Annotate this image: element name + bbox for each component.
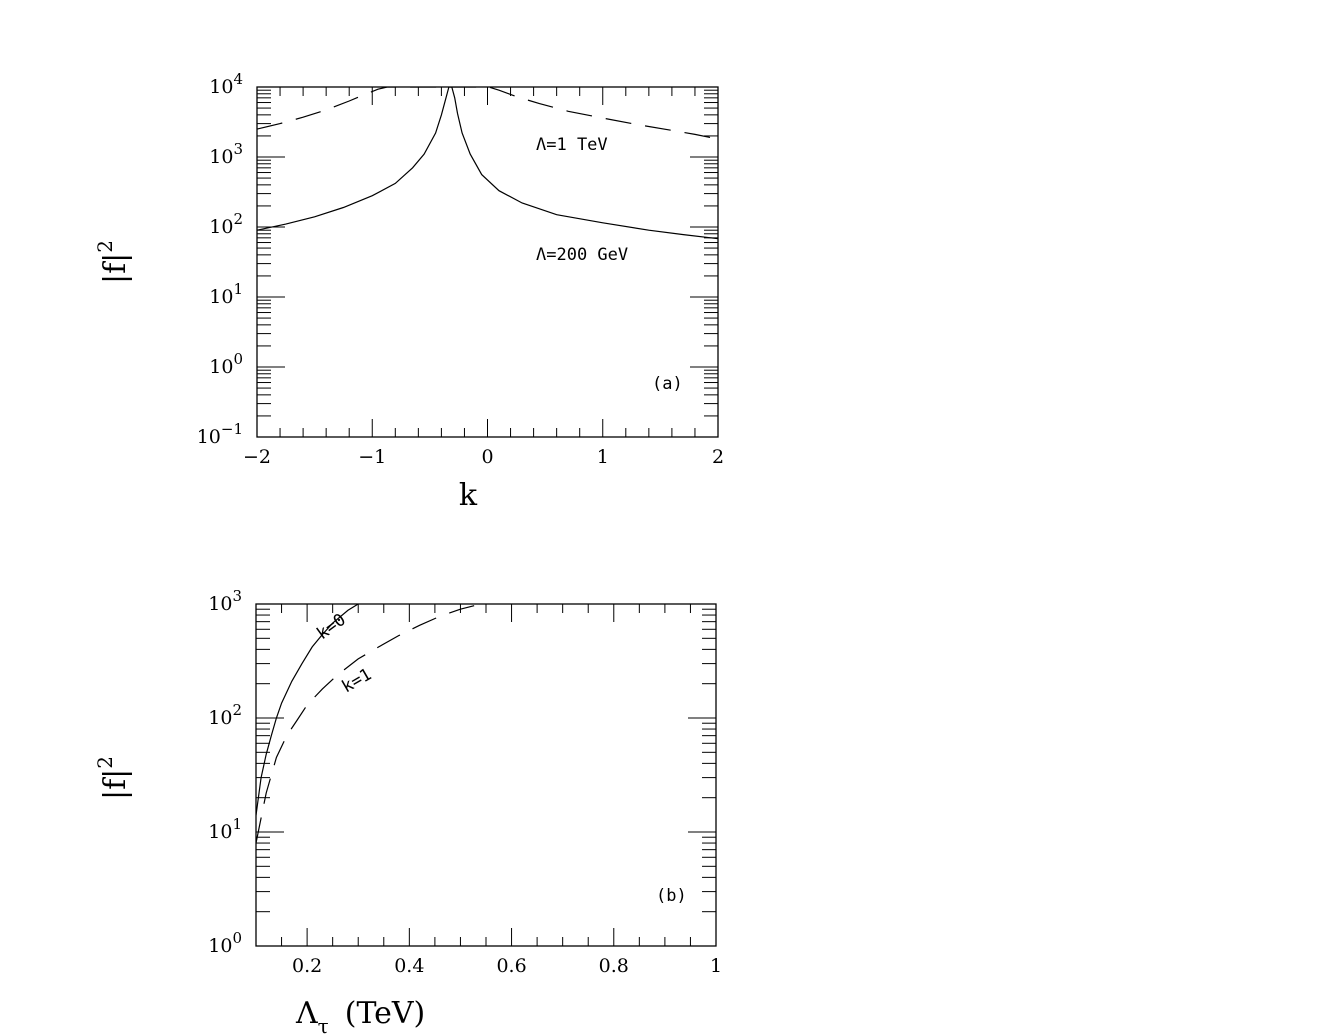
y-tick-exponent: 1 [233, 280, 243, 298]
y-tick-base: 10 [209, 76, 233, 98]
y-tick-label: 102 [209, 210, 243, 238]
y-tick-label: 101 [208, 815, 242, 843]
x-tick-label: 0.8 [599, 955, 629, 977]
y-axis-title-base: |f| [98, 769, 133, 800]
plot-frame [256, 86, 719, 438]
y-ticks [257, 86, 718, 438]
y-tick-label: 10−1 [197, 420, 243, 448]
y-tick-exponent: 2 [233, 210, 243, 228]
y-tick-exponent: 1 [232, 815, 242, 833]
y-tick-exponent: 4 [233, 70, 243, 88]
y-ticks [256, 603, 716, 947]
y-tick-label: 102 [208, 701, 242, 729]
series-line-solid [257, 87, 718, 240]
x-ticks [255, 604, 717, 946]
panel-label: (a) [652, 374, 683, 394]
x-axis-title-unit: (TeV) [345, 996, 426, 1031]
y-tick-base: 10 [209, 286, 233, 308]
plot-frame [255, 603, 717, 947]
series-line-solid [256, 604, 359, 816]
series-group [256, 604, 482, 844]
y-axis-title: |f|2 [93, 240, 133, 284]
y-tick-base: 10 [208, 707, 232, 729]
y-tick-exponent: 3 [233, 140, 243, 158]
y-tick-exponent: 2 [232, 701, 242, 719]
x-tick-label: 0.2 [292, 955, 322, 977]
y-axis-title-sup: 2 [93, 240, 117, 253]
x-tick-label: 1 [597, 446, 609, 468]
x-tick-label: 0.4 [394, 955, 424, 977]
x-axis-title: Λτ (TeV) [295, 996, 425, 1035]
curve-annotation: Λ=200 GeV [536, 245, 628, 265]
x-tick-label: −1 [358, 446, 386, 468]
x-ticks [256, 87, 719, 437]
y-tick-label: 104 [209, 70, 243, 98]
series-line-dashed [256, 604, 482, 844]
x-axis-title-base: k [459, 478, 478, 513]
y-tick-base: 10 [209, 216, 233, 238]
y-tick-label: 100 [208, 929, 242, 957]
y-tick-label: 101 [209, 280, 243, 308]
y-tick-base: 10 [197, 426, 221, 448]
y-tick-label: 103 [208, 587, 242, 615]
curve-annotation: Λ=1 TeV [536, 135, 608, 155]
y-tick-base: 10 [208, 935, 232, 957]
y-tick-base: 10 [208, 821, 232, 843]
y-axis-title-sup: 2 [93, 756, 117, 769]
x-axis-title-sub: τ [318, 1014, 329, 1035]
y-tick-base: 10 [209, 146, 233, 168]
y-tick-base: 10 [208, 593, 232, 615]
y-tick-base: 10 [209, 356, 233, 378]
panel-label: (b) [656, 886, 687, 906]
x-axis-title-base: Λ [295, 996, 318, 1031]
series-line-dashed [257, 87, 718, 140]
y-tick-exponent: −1 [221, 420, 243, 438]
x-tick-label: 0.6 [496, 955, 526, 977]
y-tick-label: 100 [209, 350, 243, 378]
y-tick-exponent: 0 [233, 350, 243, 368]
x-axis-title: k [459, 478, 478, 513]
chart-panel-b: 0.2 0.4 0.6 0.8 1100101102103k=0k=1(b)|f|2Λτ… [93, 587, 722, 1035]
y-tick-exponent: 0 [232, 929, 242, 947]
x-tick-label: −2 [243, 446, 271, 468]
series-group [257, 87, 718, 240]
x-tick-label: 0 [481, 446, 493, 468]
y-tick-label: 103 [209, 140, 243, 168]
x-tick-label: 1 [710, 955, 722, 977]
y-axis-title: |f|2 [93, 756, 133, 800]
y-axis-title-base: |f| [98, 253, 133, 284]
y-tick-exponent: 3 [232, 587, 242, 605]
x-tick-label: 2 [712, 446, 724, 468]
